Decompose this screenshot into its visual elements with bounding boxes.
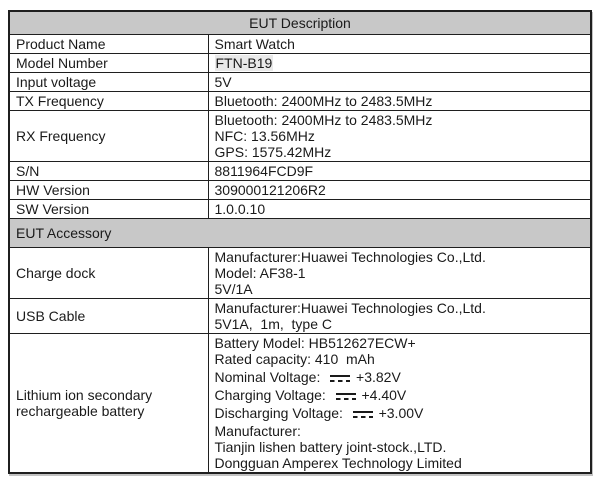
value-line: Manufacturer:Huawei Technologies Co.,Ltd… [214,249,486,265]
row-label: Charge dock [8,247,209,299]
value-text: +4.40V [357,387,407,403]
row-label: S/N [8,161,209,181]
table-row: Input voltage 5V [8,72,592,92]
value-text: +3.00V [374,405,424,421]
row-label: HW Version [8,180,209,200]
table-row: SW Version 1.0.0.10 [8,199,592,219]
accessory-rows: Charge dock Manufacturer:Huawei Technolog… [8,247,592,474]
dc-voltage-icon [335,392,356,401]
row-label: TX Frequency [8,91,209,111]
row-label: USB Cable [8,298,209,334]
value-line: Manufacturer:Huawei Technologies Co.,Ltd… [214,300,486,316]
table-row: Product Name Smart Watch [8,34,592,54]
table-row: HW Version 309000121206R2 [8,180,592,200]
value-line: 1.0.0.10 [214,201,266,217]
row-value: 1.0.0.10 [207,199,592,219]
value-line: Charging Voltage: +4.40V [215,387,585,403]
row-label: Lithium ion secondary rechargeable batte… [8,333,209,474]
value-line: Model: AF38-1 [214,265,306,281]
value-text: Discharging Voltage: [214,405,351,421]
highlighted-value: FTN-B19 [214,55,274,71]
value-text: Nominal Voltage: [214,369,329,385]
accessory-section-title: EUT Accessory [8,218,592,248]
dc-voltage-icon [330,374,351,383]
table-title-section: EUT Description [8,10,592,35]
value-line: GPS: 1575.42MHz [214,144,332,160]
row-value: Bluetooth: 2400MHz to 2483.5MHz [207,91,592,111]
table-row: Lithium ion secondary rechargeable batte… [8,333,592,474]
value-line: Nominal Voltage: +3.82V [215,369,585,385]
table-row: USB Cable Manufacturer:Huawei Technologie… [8,298,592,334]
value-line: FTN-B19 [214,55,585,71]
row-value: 8811964FCD9F [207,161,592,181]
value-line: Tianjin lishen battery joint-stock.,LTD. [214,439,447,455]
value-line: Dongguan Amperex Technology Limited [214,455,462,471]
row-value: Bluetooth: 2400MHz to 2483.5MHz NFC: 13.5… [207,110,592,162]
value-line: Battery Model: HB512627ECW+ [214,335,416,351]
value-line: Rated capacity: 410 mAh [214,351,375,367]
row-label: Model Number [8,53,209,73]
accessory-section-row: EUT Accessory [8,218,592,248]
value-text: +3.82V [352,369,401,385]
value-line: Bluetooth: 2400MHz to 2483.5MHz [214,112,433,128]
table-header-row: EUT Description [8,10,592,35]
value-line: NFC: 13.56MHz [214,128,315,144]
dc-voltage-icon [352,410,373,419]
row-value: 5V [207,72,592,92]
row-label: Input voltage [8,72,209,92]
row-label: Product Name [8,34,209,54]
table-row: Charge dock Manufacturer:Huawei Technolog… [8,247,592,299]
value-line: Smart Watch [214,36,295,52]
row-value: Smart Watch [207,34,592,54]
row-value: FTN-B19 [207,53,592,73]
eut-table: EUT Description Product Name Smart Watch M… [8,10,592,474]
value-line: Manufacturer: [214,423,301,439]
row-value: Battery Model: HB512627ECW+ Rated capacit… [207,333,592,474]
table-title: EUT Description [8,10,592,35]
value-line: 5V [214,74,232,90]
description-rows: Product Name Smart Watch Model Number FTN-B… [8,34,592,219]
row-label: SW Version [8,199,209,219]
value-text: Charging Voltage: [214,387,334,403]
value-line: 8811964FCD9F [214,163,314,179]
value-line: 5V/1A [214,281,253,297]
table-row: Model Number FTN-B19 [8,53,592,73]
accessory-title-section: EUT Accessory [8,218,592,248]
table-row: RX Frequency Bluetooth: 2400MHz to 2483.5… [8,110,592,162]
row-value: 309000121206R2 [207,180,592,200]
row-label: RX Frequency [8,110,209,162]
row-value: Manufacturer:Huawei Technologies Co.,Ltd… [207,247,592,299]
row-value: Manufacturer:Huawei Technologies Co.,Ltd… [207,298,592,334]
value-line: 309000121206R2 [214,182,326,198]
value-line: Bluetooth: 2400MHz to 2483.5MHz [214,93,433,109]
table-row: S/N 8811964FCD9F [8,161,592,181]
value-line: Discharging Voltage: +3.00V [215,405,585,421]
value-line: 5V1A, 1m, type C [214,316,333,332]
table-row: TX Frequency Bluetooth: 2400MHz to 2483.5… [8,91,592,111]
